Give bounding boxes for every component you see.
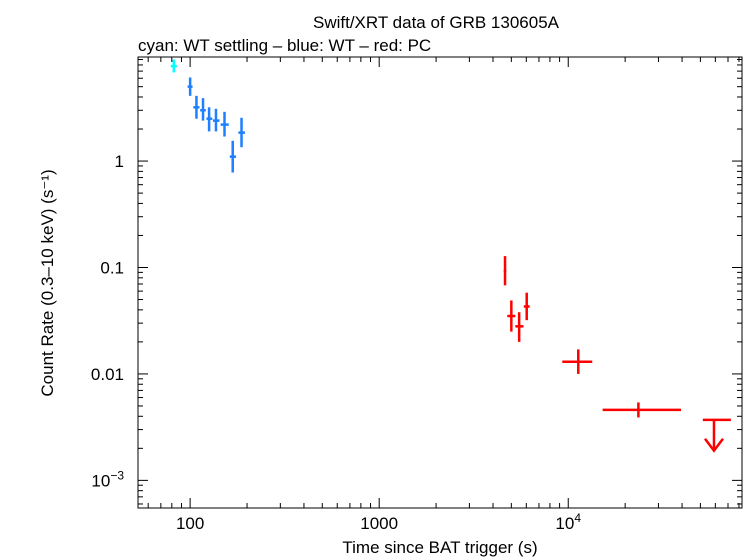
chart-subtitle: cyan: WT settling – blue: WT – red: PC bbox=[138, 36, 431, 55]
data-point bbox=[213, 109, 220, 132]
x-axis-label: Time since BAT trigger (s) bbox=[342, 538, 537, 557]
data-point bbox=[603, 402, 681, 417]
data-point bbox=[206, 107, 212, 131]
data-point bbox=[200, 98, 206, 120]
x-tick-label: 100 bbox=[176, 514, 204, 533]
data-point bbox=[515, 312, 523, 342]
x-tick-label: 1000 bbox=[360, 514, 398, 533]
chart-title: Swift/XRT data of GRB 130605A bbox=[313, 13, 560, 32]
data-point bbox=[188, 77, 193, 95]
axis-ticks: 100 1000 104 10−3 0.01 0.1 1 bbox=[91, 57, 742, 533]
y-tick-label: 0.01 bbox=[91, 365, 124, 384]
data-point bbox=[230, 141, 236, 173]
x-tick-label: 104 bbox=[555, 511, 581, 533]
y-tick-label: 1 bbox=[115, 152, 124, 171]
data-point bbox=[193, 96, 199, 119]
y-tick-label: 10−3 bbox=[91, 468, 124, 490]
data-point bbox=[238, 118, 245, 147]
data-point bbox=[504, 256, 506, 285]
data-point bbox=[562, 349, 592, 374]
data-point bbox=[524, 293, 530, 320]
data-point bbox=[507, 300, 515, 331]
chart: Swift/XRT data of GRB 130605A cyan: WT s… bbox=[0, 0, 746, 558]
data-point bbox=[703, 420, 731, 451]
y-axis-label: Count Rate (0.3–10 keV) (s⁻¹) bbox=[38, 169, 57, 396]
data-marks bbox=[171, 59, 731, 450]
data-point bbox=[221, 112, 229, 137]
y-tick-label: 0.1 bbox=[100, 258, 124, 277]
